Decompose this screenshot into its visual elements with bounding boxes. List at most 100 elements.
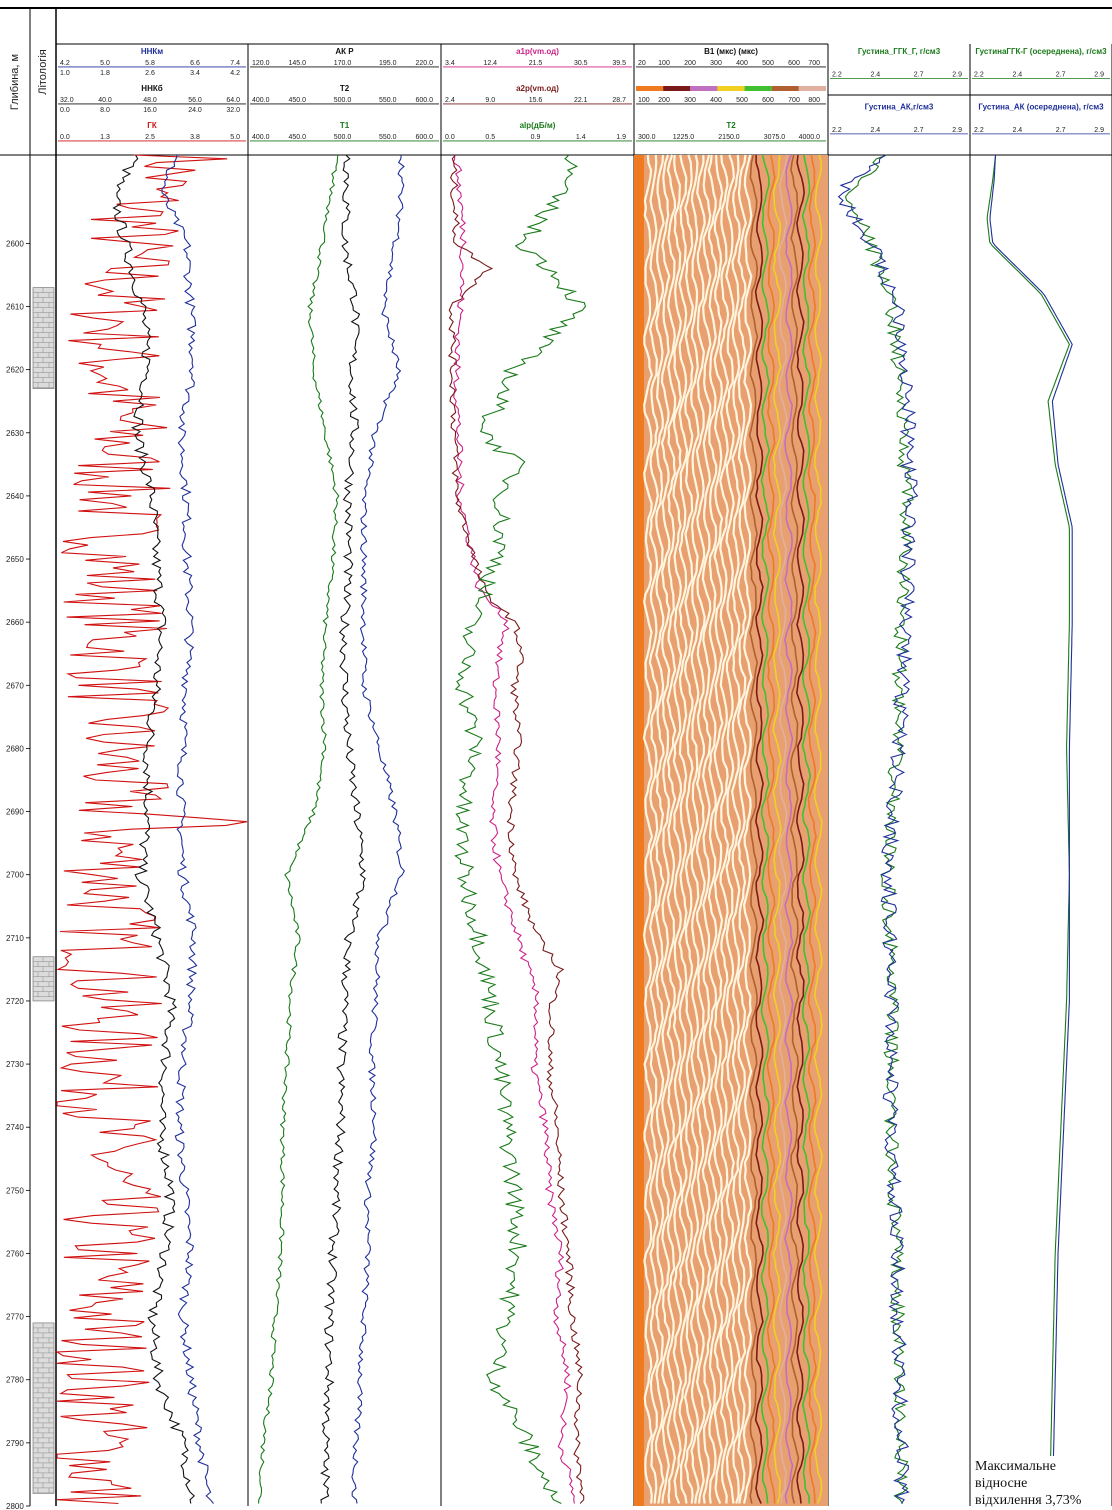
depth-tick-label: 2600: [6, 239, 24, 248]
vdl-trace: [807, 154, 817, 1504]
scale-tick-label: 200: [658, 97, 670, 104]
vdl-trace: [713, 154, 724, 1504]
scale-tick-label: 32.0: [60, 97, 74, 104]
vdl-first-arrival: [634, 155, 644, 1506]
scale-tick-label: 450.0: [288, 134, 306, 141]
scale-tick-label: 4000.0: [799, 134, 821, 141]
scale-tick-label: 2.7: [914, 127, 924, 134]
scale-name: Густина_ГГК_Г, г/см3: [858, 47, 941, 56]
vdl-trace: [695, 155, 706, 1504]
vdl-palette-swatch: [744, 86, 772, 91]
depth-axis-label: Глибина, м: [9, 54, 21, 110]
lithology-label: Літологія: [37, 49, 49, 95]
scale-tick-label: 600.0: [415, 97, 433, 104]
scale-tick-label: 500.0: [334, 134, 352, 141]
depth-tick-label: 2620: [6, 366, 24, 375]
vdl-display: [634, 86, 828, 1506]
scale-tick-label: 2.4: [445, 97, 455, 104]
scale-name: Густина_АК,г/см3: [865, 103, 934, 112]
vdl-trace: [678, 154, 689, 1504]
depth-tick-label: 2710: [6, 934, 24, 943]
scale-name: B1 (мкс) (мкс): [704, 47, 758, 56]
scale-tick-label: 5.8: [145, 60, 155, 67]
depth-tick-label: 2730: [6, 1060, 24, 1069]
scale-tick-label: 800: [808, 97, 820, 104]
scale-name: a1p(vm.од): [516, 47, 559, 56]
vdl-trace: [648, 154, 659, 1504]
log-curve: [112, 154, 196, 1504]
vdl-trace: [754, 155, 765, 1504]
vdl-trace: [701, 154, 712, 1504]
scale-tick-label: 2.4: [870, 71, 880, 78]
scale-sub-label: 1.0: [60, 70, 70, 77]
scale-tick-label: 450.0: [288, 97, 306, 104]
scale-tick-label: 2.2: [832, 127, 842, 134]
vdl-trace: [795, 154, 806, 1504]
scale-name: ННКб: [141, 84, 162, 93]
scale-tick-label: 600: [788, 60, 800, 67]
depth-tick-label: 2760: [6, 1249, 24, 1258]
vdl-trace: [736, 154, 747, 1504]
scale-name: АК Р: [335, 47, 354, 56]
scale-tick-label: 7.4: [230, 60, 240, 67]
scale-tick-label: 2.7: [1056, 71, 1066, 78]
scale-tick-label: 600: [762, 97, 774, 104]
vdl-trace: [742, 154, 753, 1504]
scale-name: T2: [340, 84, 350, 93]
vdl-trace: [660, 154, 671, 1504]
depth-tick-label: 2800: [6, 1502, 24, 1510]
scale-tick-label: 500: [736, 97, 748, 104]
annotation-text: відхилення 3,73%: [975, 1493, 1082, 1508]
depth-tick-label: 2700: [6, 871, 24, 880]
scale-tick-label: 3.4: [445, 60, 455, 67]
scale-tick-label: 2.9: [1094, 71, 1104, 78]
scale-tick-label: 550.0: [379, 134, 397, 141]
vdl-trace: [778, 154, 788, 1504]
scale-tick-label: 2.9: [952, 71, 962, 78]
scale-tick-label: 3.8: [190, 134, 200, 141]
scale-tick-label: 39.5: [612, 60, 626, 67]
scale-tick-label: 1.9: [616, 134, 626, 141]
scale-tick-label: 1225.0: [673, 134, 695, 141]
log-curve: [837, 154, 919, 1504]
scale-tick-label: 12.4: [483, 60, 497, 67]
scale-sub-label: 16.0: [143, 107, 157, 114]
scale-tick-label: 2.5: [145, 134, 155, 141]
scale-tick-label: 9.0: [485, 97, 495, 104]
scale-sub-label: 32.0: [226, 107, 240, 114]
scale-tick-label: 2.2: [832, 71, 842, 78]
scale-name: ГустинаГГК-Г (осереднена), г/см3: [975, 47, 1107, 56]
scale-tick-label: 15.6: [529, 97, 543, 104]
scale-tick-label: 2.9: [1094, 127, 1104, 134]
scale-tick-label: 700: [808, 60, 820, 67]
scale-tick-label: 2.4: [1012, 127, 1022, 134]
vdl-trace: [666, 154, 677, 1504]
vdl-trace: [760, 154, 771, 1504]
scale-tick-label: 600.0: [415, 134, 433, 141]
vdl-trace: [730, 154, 741, 1504]
scale-tick-label: 2150.0: [718, 134, 740, 141]
scale-name: Густина_АК (осереднена), г/см3: [978, 103, 1104, 112]
scale-sub-label: 1.8: [100, 70, 110, 77]
scale-sub-label: 0.0: [60, 107, 70, 114]
scale-sub-label: 2.6: [145, 70, 155, 77]
depth-tick-label: 2780: [6, 1376, 24, 1385]
scale-tick-label: 0.5: [485, 134, 495, 141]
vdl-background: [634, 155, 828, 1506]
vdl-palette-swatch: [663, 86, 691, 91]
lithology-limestone: [32, 956, 55, 1002]
scale-tick-label: 4.2: [60, 60, 70, 67]
vdl-trace: [719, 154, 730, 1504]
depth-tick-label: 2690: [6, 808, 24, 817]
log-curve: [351, 154, 405, 1504]
vdl-trace: [707, 154, 718, 1504]
scale-tick-label: 2.7: [1056, 127, 1066, 134]
scale-tick-label: 56.0: [188, 97, 202, 104]
scale-tick-label: 48.0: [143, 97, 157, 104]
vdl-trace: [654, 154, 665, 1504]
annotation-box: [972, 1456, 1110, 1508]
scale-name: ГК: [147, 121, 157, 130]
log-curve: [454, 154, 587, 1504]
scale-tick-label: 120.0: [252, 60, 270, 67]
